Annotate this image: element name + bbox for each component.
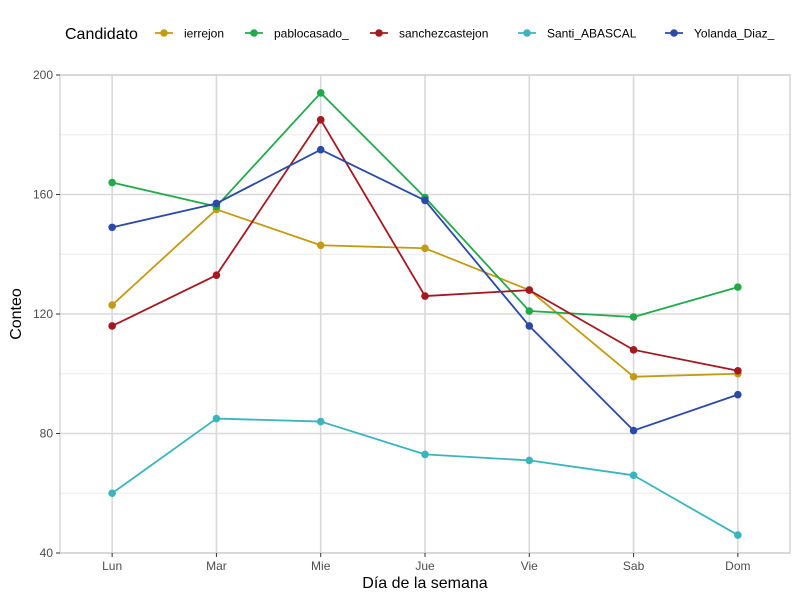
legend-item: pablocasado_ bbox=[245, 27, 349, 41]
legend-item: ierrejon bbox=[155, 27, 224, 41]
legend-label: Santi_ABASCAL bbox=[547, 27, 637, 41]
data-point bbox=[316, 116, 325, 124]
data-point bbox=[316, 145, 325, 154]
data-point bbox=[629, 372, 638, 381]
legend-key-point bbox=[670, 29, 678, 37]
data-point bbox=[316, 241, 325, 250]
data-point bbox=[212, 271, 221, 279]
legend-item: Yolanda_Diaz_ bbox=[665, 27, 775, 41]
legend-item: Santi_ABASCAL bbox=[518, 27, 637, 41]
data-point bbox=[108, 322, 116, 330]
data-point bbox=[108, 178, 116, 187]
data-point bbox=[629, 346, 638, 354]
data-point bbox=[108, 301, 116, 309]
data-point bbox=[421, 292, 429, 300]
y-axis-title: Conteo bbox=[8, 288, 25, 340]
x-tick-label: Vie bbox=[521, 559, 538, 573]
y-tick-label: 40 bbox=[40, 546, 54, 560]
data-point bbox=[629, 313, 638, 321]
data-point bbox=[108, 223, 116, 232]
series-layer bbox=[108, 89, 742, 539]
y-axis-ticks: 40 80 120 160 200 bbox=[33, 68, 60, 560]
y-tick-label: 200 bbox=[33, 68, 53, 82]
legend-label: ierrejon bbox=[184, 27, 224, 41]
grid-major bbox=[60, 74, 790, 554]
data-point bbox=[525, 307, 534, 315]
data-point bbox=[525, 456, 534, 465]
data-point bbox=[629, 426, 638, 435]
data-point bbox=[212, 414, 221, 423]
data-point bbox=[629, 471, 638, 480]
legend-label: sanchezcastejon bbox=[399, 27, 488, 41]
series-Yolanda_Diaz_ bbox=[108, 145, 742, 435]
legend-key-point bbox=[160, 29, 168, 37]
legend-item: sanchezcastejon bbox=[370, 27, 488, 41]
x-tick-label: Sab bbox=[623, 559, 645, 573]
x-tick-label: Dom bbox=[725, 559, 750, 573]
data-point bbox=[734, 283, 742, 291]
legend-key-point bbox=[375, 29, 383, 37]
y-tick-label: 160 bbox=[33, 188, 53, 202]
x-axis-ticks: Lun Mar Mie Jue Vie Sab Dom bbox=[102, 553, 751, 573]
data-point bbox=[421, 450, 429, 459]
legend-label: Yolanda_Diaz_ bbox=[694, 27, 775, 41]
series-sanchezcastejon bbox=[108, 116, 742, 375]
data-point bbox=[734, 531, 742, 539]
data-point bbox=[734, 390, 742, 399]
y-tick-label: 80 bbox=[40, 427, 54, 441]
data-point bbox=[525, 322, 534, 330]
data-point bbox=[108, 489, 116, 498]
y-tick-label: 120 bbox=[33, 307, 53, 321]
data-point bbox=[316, 417, 325, 426]
legend-key-point bbox=[250, 29, 258, 37]
data-point bbox=[316, 89, 325, 97]
data-point bbox=[421, 244, 429, 253]
x-tick-label: Lun bbox=[102, 559, 122, 573]
legend-label: pablocasado_ bbox=[274, 27, 349, 41]
data-point bbox=[525, 286, 534, 294]
series-Santi_ABASCAL bbox=[108, 414, 742, 539]
data-point bbox=[212, 199, 221, 208]
legend: Candidato ierrejon pablocasado_ sanchezcas… bbox=[65, 26, 775, 43]
data-point bbox=[734, 366, 742, 375]
legend-title: Candidato bbox=[65, 26, 138, 43]
legend-key-point bbox=[523, 29, 531, 37]
x-axis-title: Día de la semana bbox=[362, 575, 488, 592]
x-tick-label: Mar bbox=[206, 559, 227, 573]
data-point bbox=[421, 196, 429, 205]
x-tick-label: Mie bbox=[311, 559, 331, 573]
x-tick-label: Jue bbox=[415, 559, 435, 573]
